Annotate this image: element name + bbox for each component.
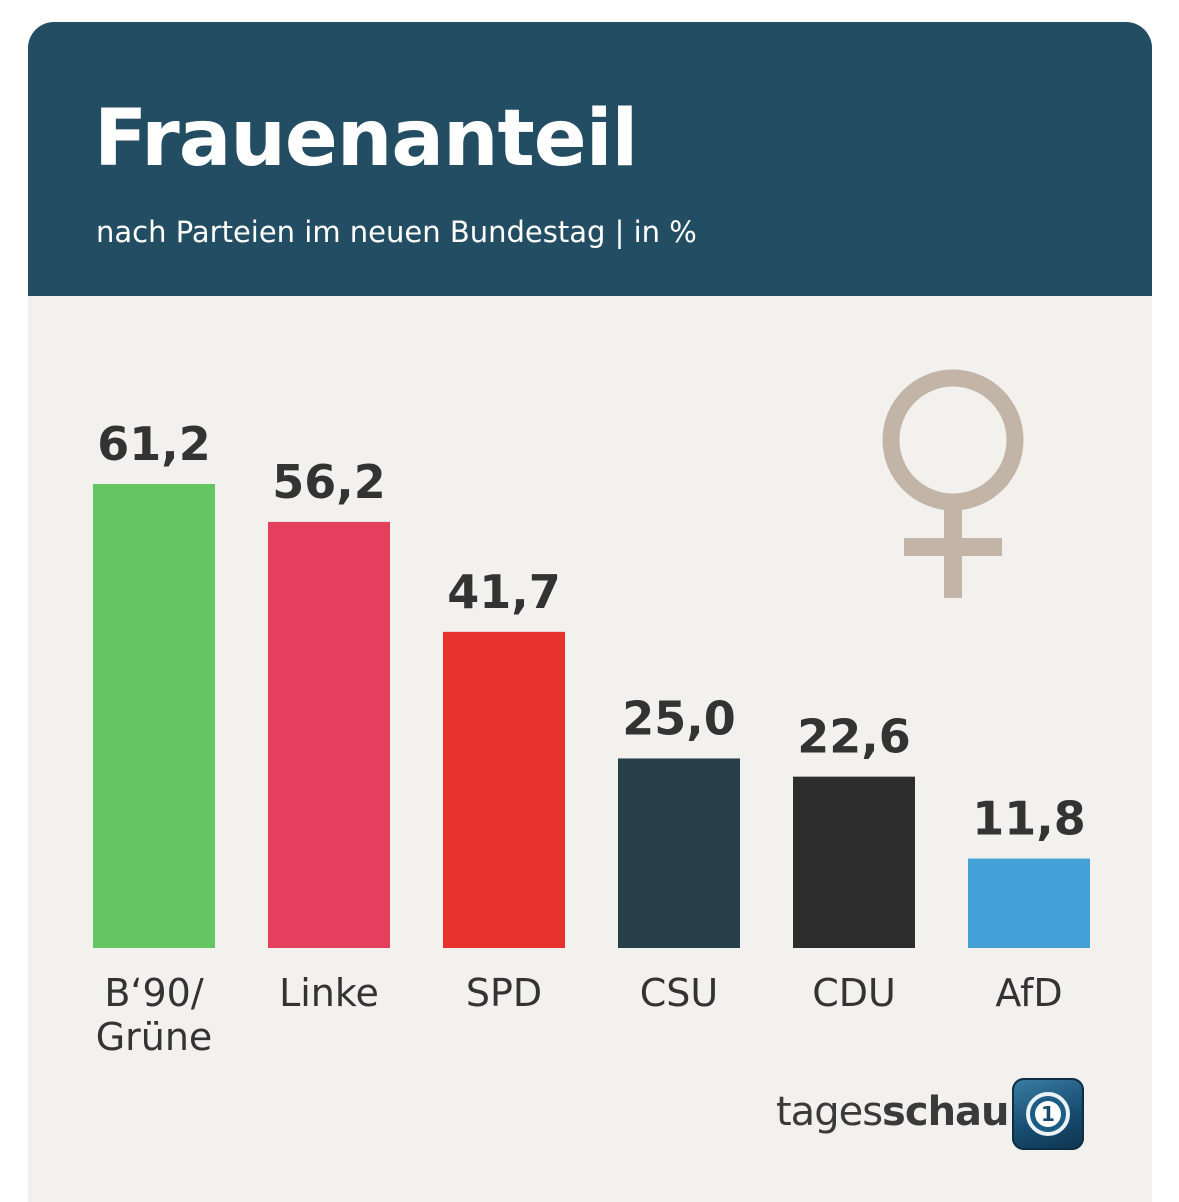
category-label-1: Linke [279, 971, 379, 1015]
header-banner: Frauenanteil nach Parteien im neuen Bund… [28, 22, 1152, 296]
chart-subtitle: nach Parteien im neuen Bundestag | in % [96, 215, 697, 249]
bar-chart: 61,2 B‘90/Grüne 56,2 Linke 41,7 SPD 25,0 CSU 22,… [93, 369, 1090, 1059]
bar-1 [268, 521, 390, 948]
venus-icon [882, 369, 1024, 598]
value-label-4: 22,6 [797, 710, 911, 764]
category-label-4: CDU [812, 971, 896, 1015]
ard-logo-icon: 1 [1012, 1078, 1084, 1150]
category-label-5: AfD [995, 971, 1062, 1015]
bar-2 [443, 631, 565, 948]
value-label-5: 11,8 [972, 792, 1086, 846]
bar-4 [793, 776, 915, 948]
brand-wordmark: tagesschau [776, 1089, 1010, 1135]
logo-glyph: 1 [1041, 1102, 1055, 1126]
bar-5 [968, 858, 1090, 948]
category-label-3: CSU [640, 971, 718, 1015]
value-label-2: 41,7 [447, 565, 561, 619]
category-label-2: SPD [466, 971, 542, 1015]
brand-prefix: tages [776, 1089, 883, 1135]
value-label-1: 56,2 [272, 455, 386, 509]
category-label-0: B‘90/Grüne [96, 971, 213, 1059]
value-label-3: 25,0 [622, 691, 736, 745]
chart-title: Frauenanteil [94, 94, 638, 184]
chart-card: Frauenanteil nach Parteien im neuen Bund… [28, 22, 1152, 1202]
brand-suffix: schau [882, 1089, 1009, 1135]
bar-0 [93, 484, 215, 948]
bar-3 [618, 758, 740, 948]
value-label-0: 61,2 [97, 417, 211, 471]
